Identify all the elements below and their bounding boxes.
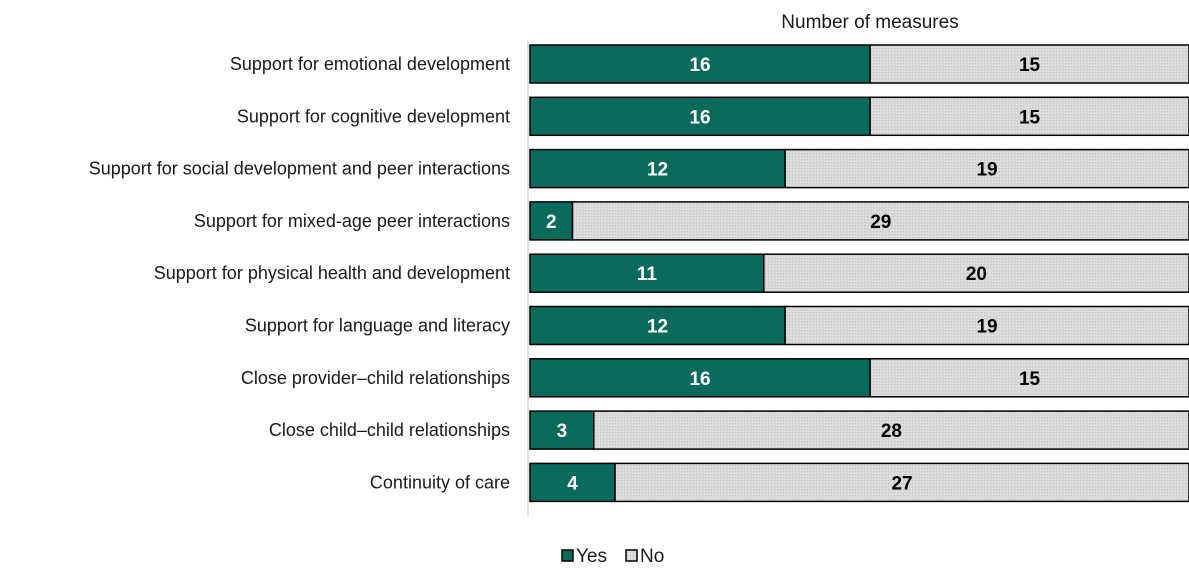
category-label: Support for cognitive development [237, 106, 510, 126]
legend-swatch-yes [561, 549, 574, 562]
category-label: Support for physical health and developm… [154, 263, 510, 283]
legend: Yes No [561, 546, 664, 567]
category-label: Close provider–child relationships [241, 368, 510, 388]
category-label: Support for language and literacy [245, 316, 510, 336]
data-label-yes: 16 [689, 107, 710, 128]
bar-yes [529, 201, 574, 241]
category-label: Close child–child relationships [269, 420, 510, 440]
category-labels-group: Support for emotional development Support… [89, 54, 510, 492]
legend-label-yes: Yes [576, 546, 607, 567]
data-label-no: 15 [1019, 107, 1041, 128]
data-label-yes: 16 [689, 369, 710, 390]
data-label-no: 28 [881, 421, 902, 442]
data-label-no: 15 [1019, 55, 1041, 76]
chart-title: Number of measures [781, 12, 958, 33]
data-label-no: 29 [870, 212, 891, 233]
data-label-no: 19 [976, 160, 997, 181]
legend-label-no: No [640, 546, 664, 567]
data-label-yes: 12 [647, 160, 668, 181]
bar-no [614, 462, 1189, 503]
bar-no [869, 96, 1189, 137]
category-label: Continuity of care [370, 472, 510, 492]
bar-no [869, 44, 1189, 84]
bar-no [784, 148, 1189, 189]
bar-yes [529, 305, 786, 346]
data-label-no: 19 [976, 317, 997, 338]
bars-group: 16 15 16 15 12 19 2 29 11 20 12 19 16 15 3 28 4 27 [529, 44, 1189, 503]
data-label-yes: 11 [637, 264, 658, 285]
category-label: Support for mixed-age peer interactions [194, 211, 510, 231]
data-label-no: 27 [891, 473, 912, 494]
bar-no [571, 201, 1189, 241]
bar-no [763, 253, 1189, 293]
legend-swatch-no [625, 549, 638, 562]
category-label: Support for social development and peer … [89, 159, 510, 179]
data-label-yes: 16 [689, 55, 710, 76]
data-label-no: 20 [966, 264, 987, 285]
data-label-yes: 4 [567, 473, 578, 494]
bar-no [869, 358, 1189, 398]
bar-yes [529, 148, 786, 189]
bar-yes [529, 358, 871, 398]
data-label-yes: 12 [647, 317, 668, 338]
data-label-yes: 3 [557, 421, 568, 442]
bar-no [784, 305, 1189, 346]
data-label-yes: 2 [546, 212, 557, 233]
bar-yes [529, 96, 871, 137]
bar-no [593, 410, 1189, 450]
bar-yes [529, 462, 616, 503]
data-label-no: 15 [1019, 369, 1041, 390]
category-label: Support for emotional development [230, 54, 510, 74]
